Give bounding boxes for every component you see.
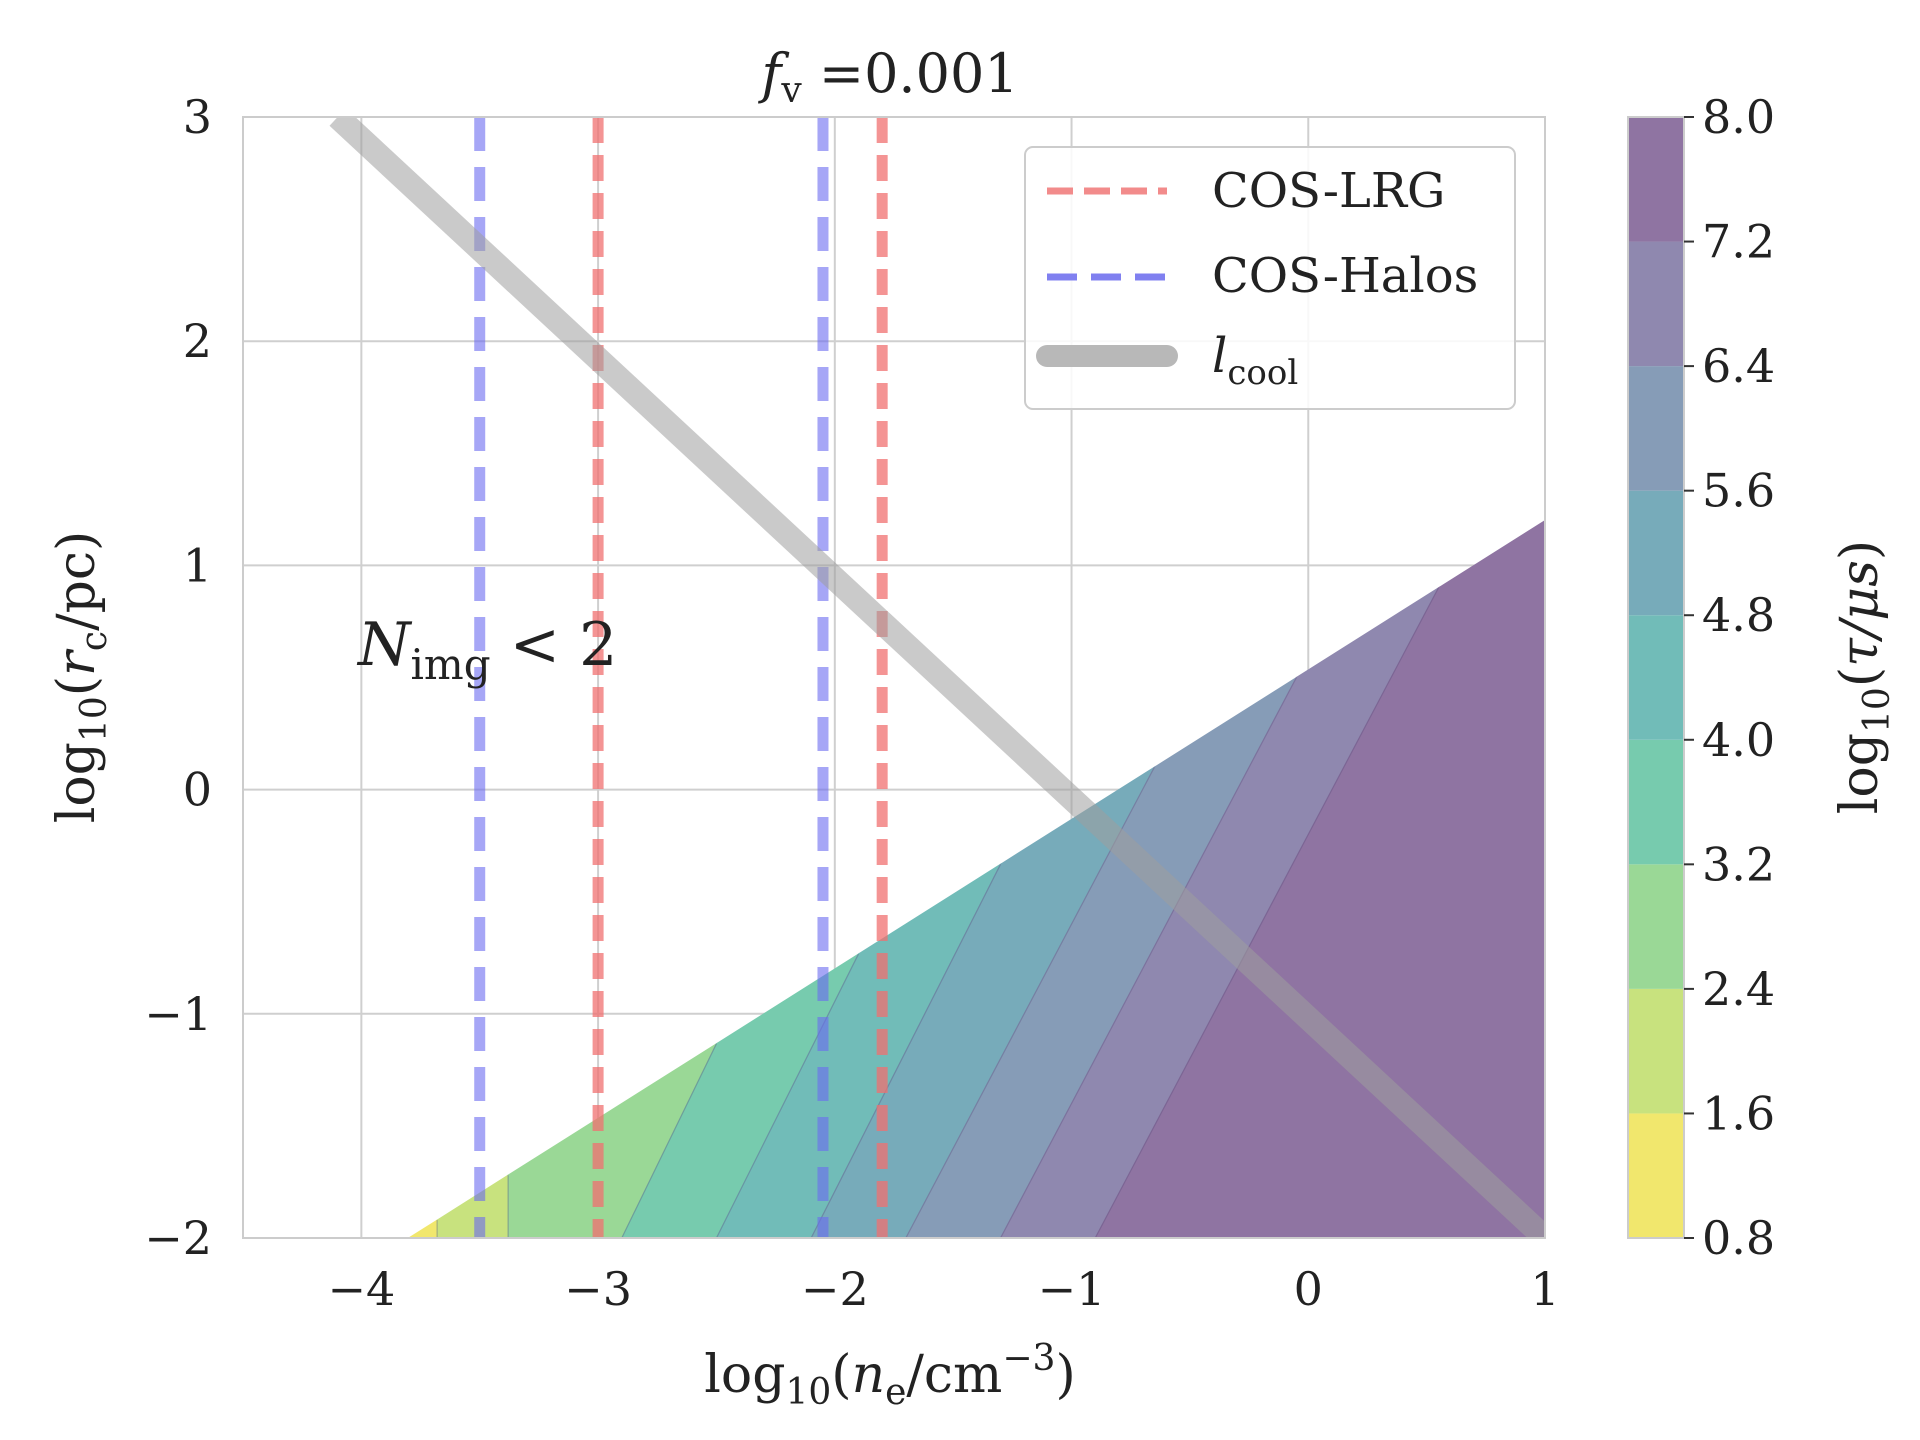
colorbar-band-7 xyxy=(1628,241,1684,367)
colorbar-tick-label-1: 1.6 xyxy=(1702,1086,1775,1140)
colorbar-tick-label-6: 5.6 xyxy=(1702,464,1775,518)
colorbar-tick-label-2: 2.4 xyxy=(1702,962,1775,1016)
lcool-line xyxy=(329,117,1545,1238)
x-tick-label-1: −3 xyxy=(564,1262,632,1316)
colorbar-band-4 xyxy=(1628,615,1684,740)
colorbar: 0.8 1.6 2.4 3.2 4.0 4.8 5.6 6.4 7.2 8.0 xyxy=(1627,90,1775,1265)
x-tick-label-4: 0 xyxy=(1294,1262,1323,1316)
y-tick-label-5: 3 xyxy=(183,90,212,144)
x-tick-labels: −4 −3 −2 −1 0 1 xyxy=(327,1262,1559,1316)
colorbar-band-6 xyxy=(1628,366,1684,491)
y-tick-label-2: 0 xyxy=(183,763,212,817)
y-tick-label-1: −1 xyxy=(144,987,212,1041)
x-tick-label-2: −2 xyxy=(801,1262,869,1316)
contour-bands xyxy=(407,520,1545,1238)
x-axis-label: log10(ne/cm−3) xyxy=(704,1338,1075,1413)
contour-line-7 xyxy=(1094,587,1440,1238)
lcool-line-group xyxy=(329,117,1545,1238)
y-tick-label-4: 2 xyxy=(183,314,212,368)
x-tick-label-5: 1 xyxy=(1530,1262,1559,1316)
contour-line-2 xyxy=(621,1043,717,1238)
legend-label-cos-lrg: COS-LRG xyxy=(1212,163,1445,219)
colorbar-tick-label-8: 7.2 xyxy=(1702,215,1775,269)
x-tick-label-3: −1 xyxy=(1038,1262,1106,1316)
contour-band-8 xyxy=(1094,520,1545,1238)
legend-box xyxy=(1024,146,1516,410)
colorbar-band-8 xyxy=(1628,117,1684,242)
y-axis-label: log10(rc/pc) xyxy=(47,531,115,824)
colorbar-band-5 xyxy=(1628,490,1684,616)
y-tick-label-3: 1 xyxy=(183,538,212,592)
colorbar-tick-label-0: 0.8 xyxy=(1702,1211,1775,1265)
contour-line-6 xyxy=(999,677,1297,1238)
vertical-lines xyxy=(474,117,888,1238)
y-tick-labels: −2 −1 0 1 2 3 xyxy=(144,90,212,1265)
legend-label-cos-halos: COS-Halos xyxy=(1212,248,1478,304)
colorbar-tick-label-7: 6.4 xyxy=(1702,339,1775,393)
contour-lines xyxy=(436,587,1440,1238)
colorbar-tick-label-9: 8.0 xyxy=(1702,90,1775,144)
annotation-nimg: Nimg < 2 xyxy=(356,610,617,689)
y-tick-label-0: −2 xyxy=(144,1211,212,1265)
legend-label-lcool: lcool xyxy=(1212,328,1298,393)
colorbar-band-3 xyxy=(1628,739,1684,865)
chart-title: fv =0.001 xyxy=(757,42,1018,111)
colorbar-tick-label-5: 4.8 xyxy=(1702,588,1775,642)
legend: COS-LRG COS-Halos lcool xyxy=(1024,146,1516,410)
colorbar-label: log10(τ/μs) xyxy=(1830,540,1898,814)
plot-frame xyxy=(242,116,1546,1239)
contour-line-3 xyxy=(715,953,860,1238)
colorbar-tick-label-4: 4.0 xyxy=(1702,713,1775,767)
colorbar-frame xyxy=(1627,116,1685,1239)
colorbar-band-1 xyxy=(1628,988,1684,1114)
colorbar-band-2 xyxy=(1628,864,1684,989)
contour-line-4 xyxy=(810,864,1002,1238)
colorbar-tick-label-3: 3.2 xyxy=(1702,837,1775,891)
x-tick-label-0: −4 xyxy=(327,1262,395,1316)
colorbar-band-0 xyxy=(1628,1113,1684,1238)
